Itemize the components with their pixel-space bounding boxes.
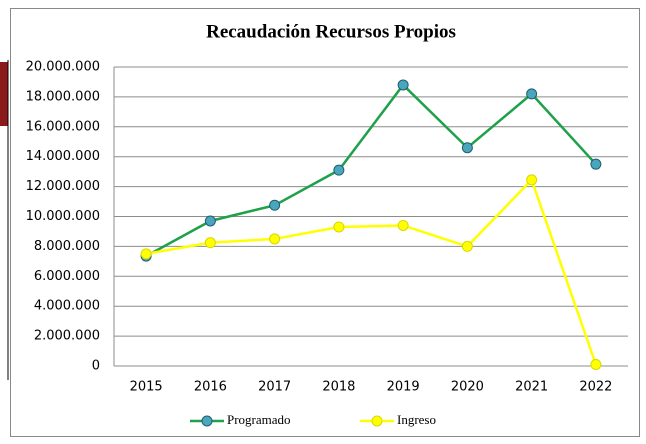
marker	[397, 79, 409, 91]
x-tick-label: 2018	[322, 380, 355, 395]
y-tick-label: 16.000.000	[26, 119, 100, 134]
x-tick-label: 2019	[387, 380, 420, 395]
marker	[590, 359, 602, 371]
marker	[461, 240, 473, 252]
x-tick-label: 2020	[451, 380, 484, 395]
y-tick-label: 12.000.000	[26, 179, 100, 194]
sheet-cell	[0, 62, 8, 126]
marker	[204, 215, 216, 227]
x-tick-label: 2016	[194, 380, 227, 395]
marker	[333, 164, 345, 176]
x-tick-label: 2015	[130, 380, 163, 395]
marker	[204, 237, 216, 249]
y-tick-label: 10.000.000	[26, 209, 100, 224]
marker	[590, 158, 602, 170]
marker	[397, 219, 409, 231]
marker	[526, 88, 538, 100]
y-tick-label: 20.000.000	[26, 60, 100, 75]
x-tick-label: 2021	[515, 380, 548, 395]
x-tick-label: 2017	[258, 380, 291, 395]
legend-label: Programado	[227, 412, 291, 427]
series-line	[145, 83, 597, 258]
chart-border	[10, 8, 640, 437]
y-tick-label: 8.000.000	[34, 239, 100, 254]
marker	[140, 248, 152, 260]
y-tick-label: 2.000.000	[34, 329, 100, 344]
x-tick-label: 2022	[579, 380, 612, 395]
marker	[269, 199, 281, 211]
chart-title: Recaudación Recursos Propios	[206, 21, 456, 42]
legend-marker	[371, 415, 383, 427]
sheet-edge	[0, 60, 9, 380]
marker	[526, 174, 538, 186]
legend-label: Ingreso	[397, 412, 436, 427]
y-tick-label: 18.000.000	[26, 89, 100, 104]
marker	[269, 233, 281, 245]
y-tick-label: 4.000.000	[34, 299, 100, 314]
marker	[461, 142, 473, 154]
y-tick-label: 0	[92, 359, 100, 374]
legend-marker	[201, 415, 213, 427]
y-tick-label: 6.000.000	[34, 269, 100, 284]
y-tick-label: 14.000.000	[26, 149, 100, 164]
marker	[333, 221, 345, 233]
series-line	[145, 177, 598, 365]
